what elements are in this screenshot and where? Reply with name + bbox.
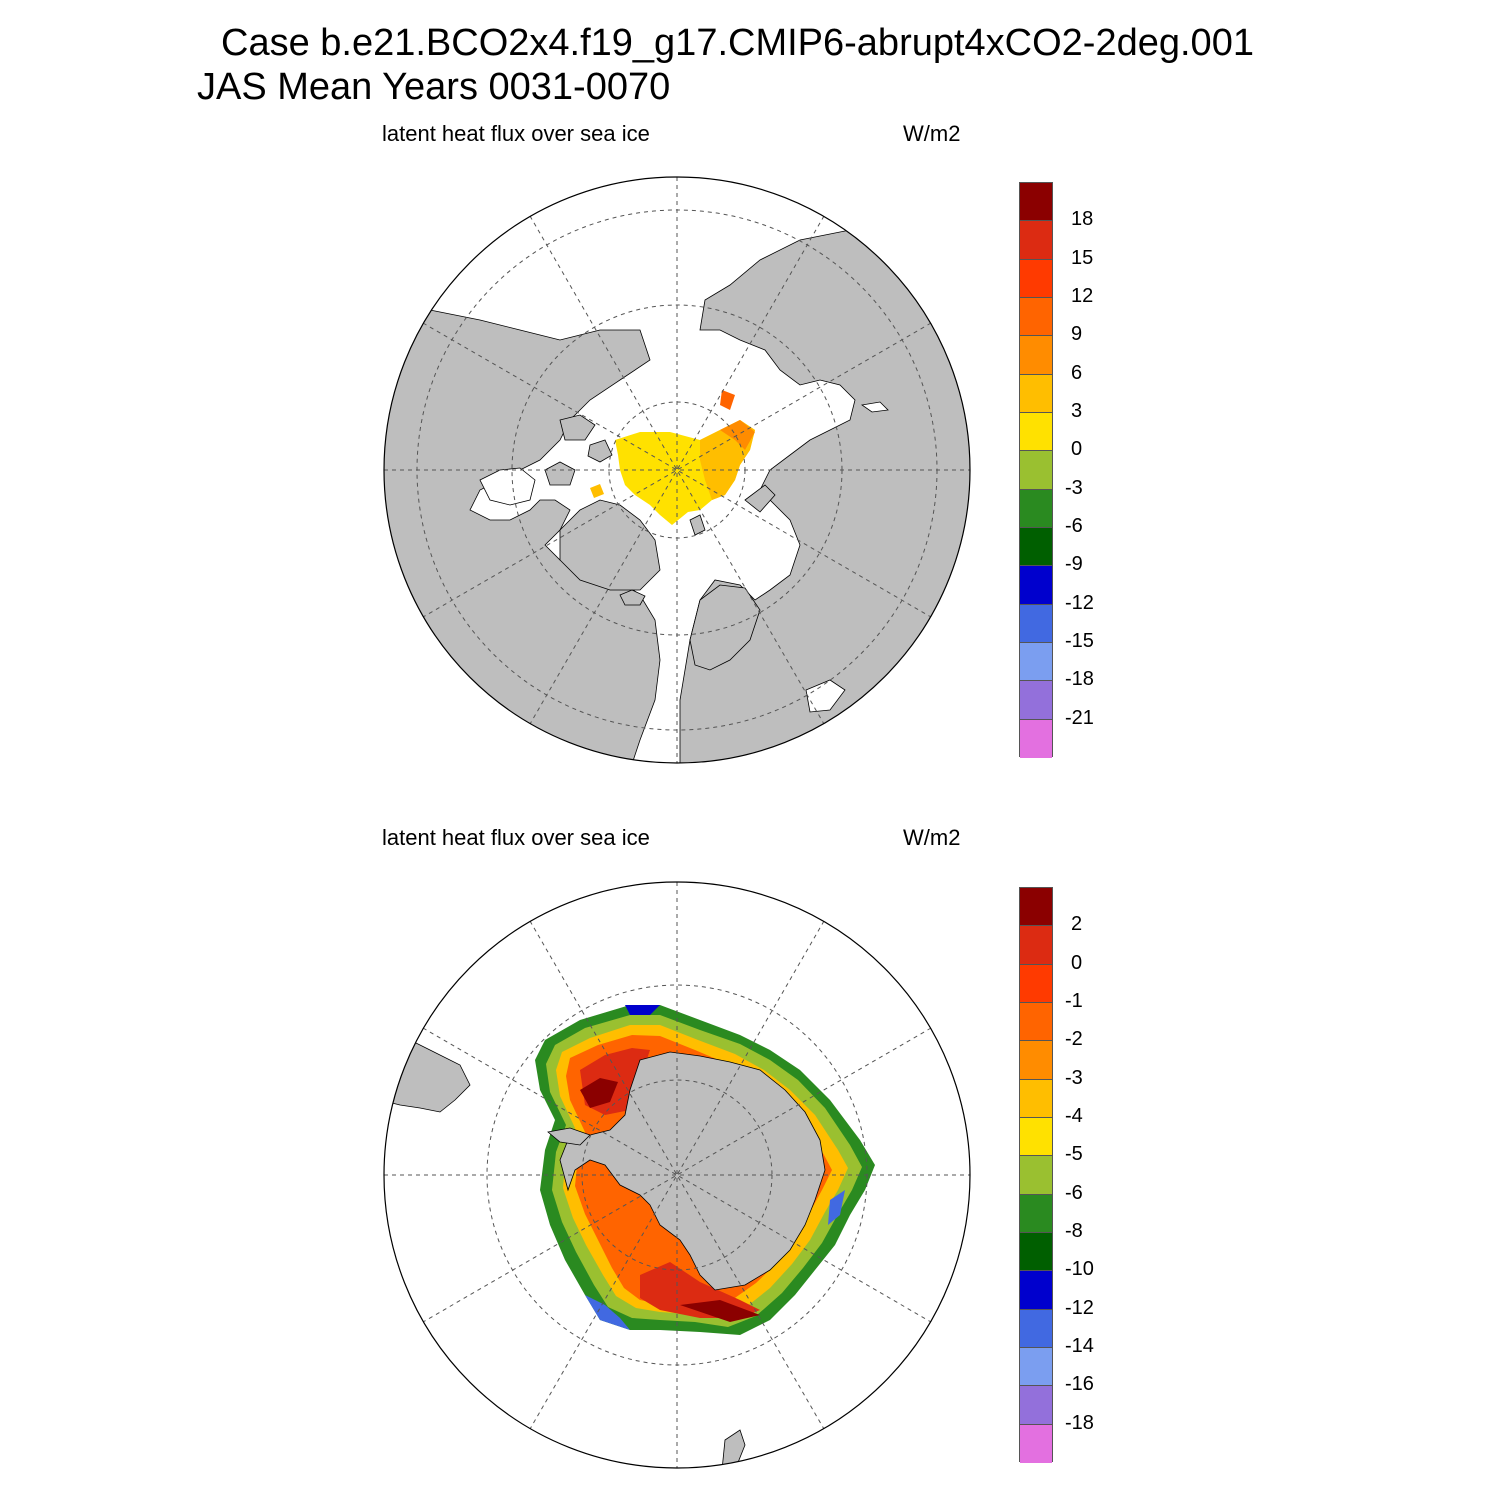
- north-colorbar-tick-label: -12: [1065, 591, 1094, 614]
- south-colorbar-tick-label: -2: [1065, 1028, 1083, 1051]
- south-colorbar-cell: [1020, 1347, 1052, 1387]
- north-colorbar-cell: [1020, 604, 1052, 643]
- south-graticule: [384, 882, 970, 1468]
- south-polar-map: [383, 881, 971, 1469]
- north-colorbar-tick-label: 12: [1071, 285, 1094, 307]
- south-colorbar-cell: [1020, 1002, 1052, 1042]
- south-colorbar-tick-label: -10: [1065, 1258, 1094, 1281]
- south-colorbar-cell: [1020, 1424, 1052, 1463]
- north-colorbar-tick-label: 6: [1071, 361, 1083, 384]
- north-colorbar-cell: [1020, 412, 1052, 452]
- north-land-masses: [384, 229, 970, 763]
- north-panel-units-label: W/m2: [903, 121, 961, 146]
- south-colorbar-cell: [1020, 1117, 1052, 1157]
- south-colorbar-tick-label: -1: [1065, 990, 1083, 1012]
- north-colorbar-cell: [1020, 566, 1052, 605]
- north-colorbar-tick-label: -6: [1065, 515, 1083, 537]
- north-colorbar-cell: [1020, 221, 1052, 260]
- south-colorbar-tick-label: 0: [1071, 951, 1083, 974]
- north-colorbar-cell: [1020, 336, 1052, 375]
- south-colorbar-tick-label: -14: [1065, 1335, 1094, 1357]
- south-colorbar-cell: [1020, 888, 1052, 927]
- south-colorbar: [1019, 887, 1053, 1463]
- south-colorbar-tick-label: -12: [1065, 1296, 1094, 1319]
- south-colorbar-tick-label: -16: [1065, 1373, 1094, 1396]
- north-colorbar-cell: [1020, 297, 1052, 337]
- south-colorbar-tick-label: -4: [1065, 1105, 1083, 1127]
- north-polar-map: [383, 176, 971, 764]
- north-colorbar-cell: [1020, 451, 1052, 490]
- north-sea-ice-field: [590, 390, 755, 525]
- south-colorbar-tick-label: -18: [1065, 1411, 1094, 1434]
- north-colorbar-tick-label: 18: [1071, 208, 1094, 231]
- north-colorbar-tick-label: 9: [1071, 323, 1083, 346]
- north-colorbar-cell: [1020, 527, 1052, 567]
- north-colorbar-tick-label: -9: [1065, 553, 1083, 576]
- north-colorbar-tick-label: 0: [1071, 438, 1083, 461]
- south-colorbar-tick-label: 2: [1071, 913, 1083, 936]
- figure-title: Case b.e21.BCO2x4.f19_g17.CMIP6-abrupt4x…: [221, 22, 1254, 64]
- south-colorbar-cell: [1020, 1232, 1052, 1272]
- north-colorbar-cell: [1020, 719, 1052, 758]
- north-colorbar-tick-label: -21: [1065, 706, 1094, 729]
- south-colorbar-cell: [1020, 1271, 1052, 1310]
- south-colorbar-cell: [1020, 1194, 1052, 1233]
- south-colorbar-cell: [1020, 1156, 1052, 1195]
- north-colorbar-tick-label: -3: [1065, 476, 1083, 499]
- north-graticule: [384, 177, 970, 763]
- north-colorbar-tick-label: 3: [1071, 400, 1083, 422]
- south-colorbar-tick-label: -5: [1065, 1143, 1083, 1166]
- north-colorbar-cell: [1020, 374, 1052, 413]
- south-colorbar-cell: [1020, 926, 1052, 965]
- south-panel-variable-label: latent heat flux over sea ice: [382, 825, 650, 850]
- north-colorbar-tick-label: -18: [1065, 668, 1094, 691]
- north-colorbar-tick-label: 15: [1071, 246, 1094, 269]
- south-colorbar-tick-label: -3: [1065, 1066, 1083, 1089]
- north-colorbar-tick-label: -15: [1065, 630, 1094, 652]
- figure-subtitle: JAS Mean Years 0031-0070: [197, 66, 671, 108]
- north-colorbar-cell: [1020, 681, 1052, 720]
- south-colorbar-cell: [1020, 1041, 1052, 1080]
- south-colorbar-tick-label: -8: [1065, 1220, 1083, 1242]
- north-panel-variable-label: latent heat flux over sea ice: [382, 121, 650, 146]
- north-colorbar-cell: [1020, 259, 1052, 298]
- north-colorbar-cell: [1020, 642, 1052, 682]
- north-colorbar-cell: [1020, 183, 1052, 222]
- south-colorbar-cell: [1020, 1386, 1052, 1425]
- south-colorbar-cell: [1020, 1309, 1052, 1348]
- south-colorbar-tick-label: -6: [1065, 1181, 1083, 1204]
- south-panel-units-label: W/m2: [903, 825, 961, 850]
- north-colorbar-cell: [1020, 489, 1052, 528]
- south-colorbar-cell: [1020, 1079, 1052, 1118]
- south-colorbar-cell: [1020, 964, 1052, 1003]
- north-colorbar: [1019, 182, 1053, 758]
